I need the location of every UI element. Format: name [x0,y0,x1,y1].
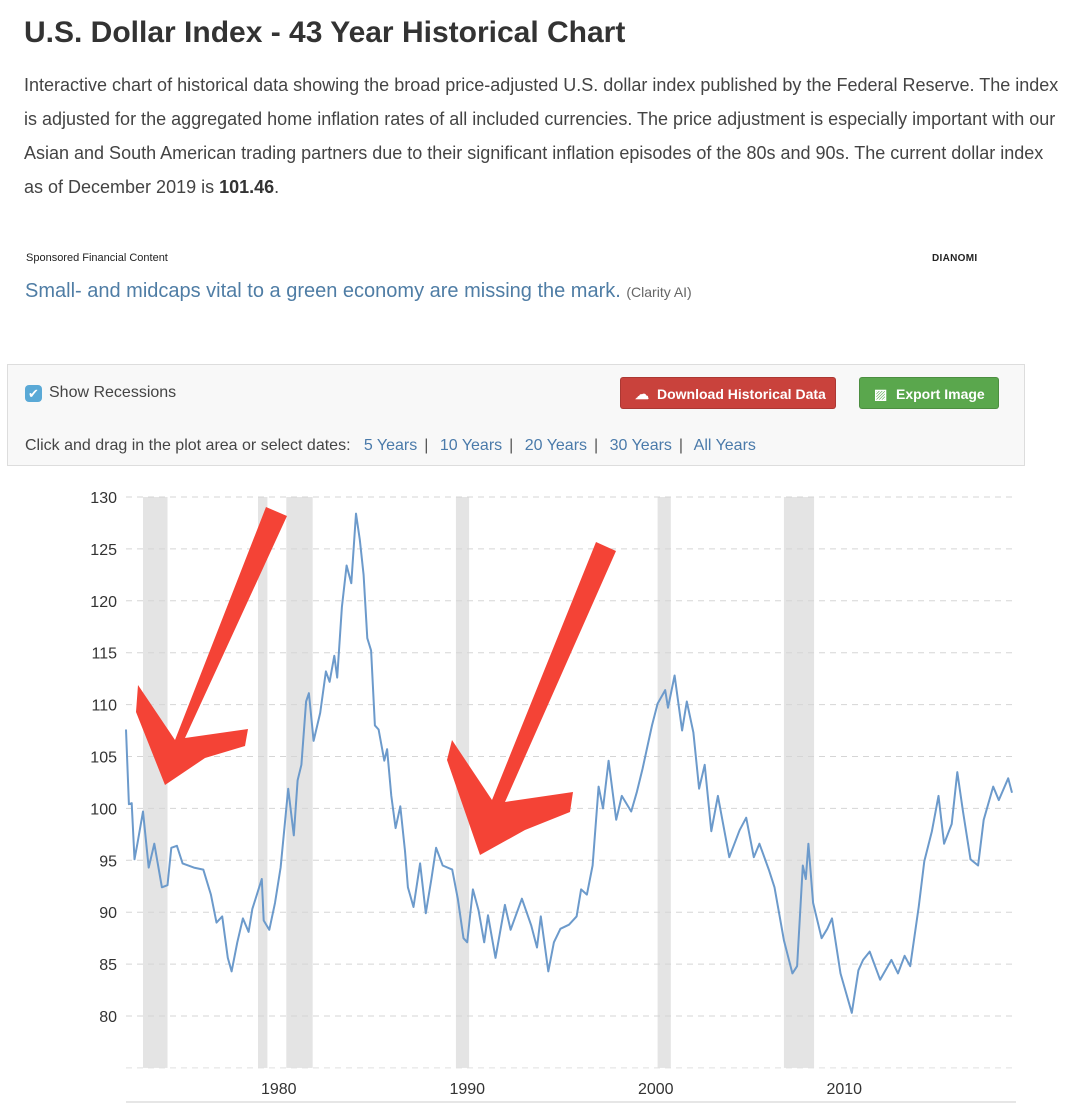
y-tick-label: 85 [99,957,117,974]
recession-band [258,497,268,1068]
image-icon: ▨ [874,386,888,402]
current-value: 101.46 [219,177,275,197]
export-image-button[interactable]: ▨ Export Image [859,377,999,409]
sponsored-headline[interactable]: Small- and midcaps vital to a green econ… [25,280,621,302]
range-prompt: Click and drag in the plot area or selec… [25,437,351,454]
cloud-download-icon: ☁ [635,386,649,402]
sponsored-source: (Clarity AI) [626,284,692,300]
x-tick-label: 1980 [261,1081,297,1098]
x-tick-label: 2010 [826,1081,862,1098]
y-tick-label: 120 [90,594,117,611]
chart-controls: ✔ Show Recessions ☁ Download Historical D… [7,364,1025,466]
download-label: Download Historical Data [657,386,826,402]
show-recessions-label[interactable]: Show Recessions [49,384,177,401]
red-arrow-icon [447,542,616,855]
y-tick-label: 100 [90,801,117,818]
y-tick-label: 80 [99,1009,117,1026]
range-30-years[interactable]: 30 Years [609,437,672,454]
range-5-years[interactable]: 5 Years [363,437,418,454]
intro-paragraph: Interactive chart of historical data sho… [24,68,1064,204]
download-data-button[interactable]: ☁ Download Historical Data [620,377,836,409]
y-tick-label: 115 [91,646,117,663]
date-range-selector: Click and drag in the plot area or selec… [25,437,756,454]
red-arrow-icon [136,507,287,785]
sponsored-link[interactable]: Small- and midcaps vital to a green econ… [25,280,692,303]
y-tick-label: 90 [99,905,117,922]
range-all-years[interactable]: All Years [693,437,756,454]
y-tick-label: 110 [91,698,117,715]
recession-band [286,497,313,1068]
recession-band [143,497,168,1068]
intro-end: . [274,177,280,197]
y-tick-label: 105 [90,750,117,767]
export-label: Export Image [896,386,985,402]
x-tick-label: 1990 [449,1081,485,1098]
dollar-index-chart[interactable]: 80 85 90 95 100 105 110 115 120 125 130 1980 1990 200… [0,470,1080,1104]
recession-band [783,497,815,1068]
dollar-index-line [125,512,1013,1014]
y-tick-label: 130 [90,490,117,507]
x-tick-label: 2000 [638,1081,674,1098]
page-title: U.S. Dollar Index - 43 Year Historical C… [24,16,626,49]
y-tick-label: 95 [99,853,117,870]
sponsored-label: Sponsored Financial Content [26,252,168,264]
range-10-years[interactable]: 10 Years [439,437,503,454]
show-recessions-checkbox[interactable]: ✔ [25,385,42,402]
recession-band [657,497,671,1068]
y-tick-label: 125 [90,542,117,559]
dianomi-logo[interactable]: DIANOMI [932,253,978,264]
range-20-years[interactable]: 20 Years [524,437,588,454]
intro-text: Interactive chart of historical data sho… [24,75,1059,197]
